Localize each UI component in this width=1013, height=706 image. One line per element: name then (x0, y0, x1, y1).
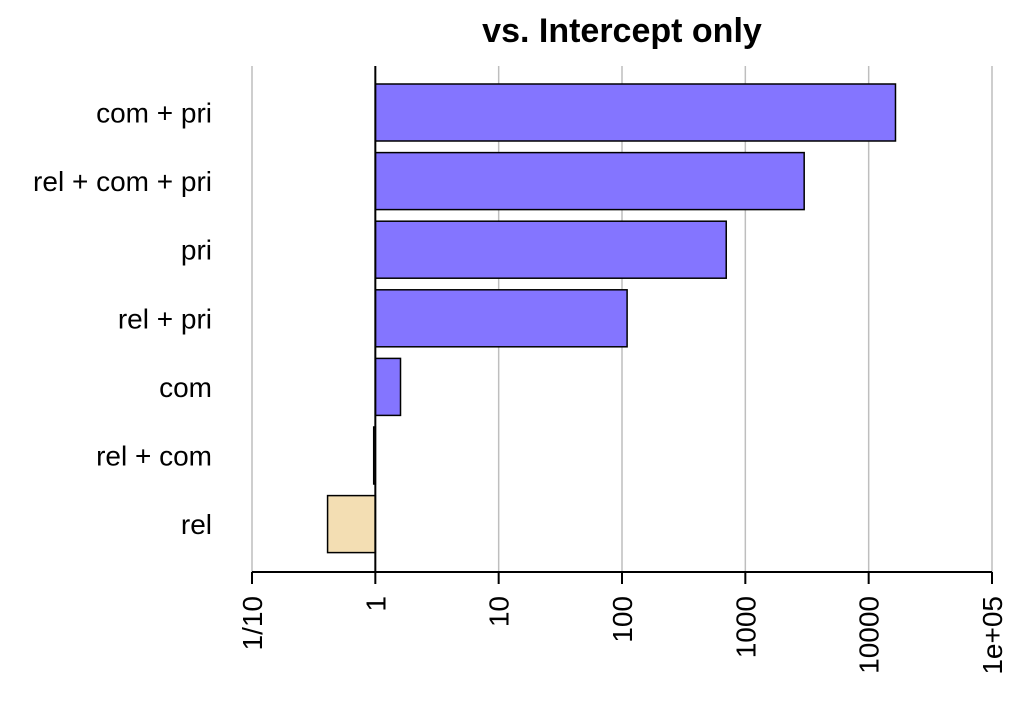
category-label: com (159, 372, 212, 403)
x-tick-label: 1000 (730, 596, 761, 658)
x-tick-label: 100 (607, 596, 638, 643)
x-axis: 1/10 1 10 100 1000 10000 1e+05 (237, 571, 1008, 675)
category-label: com + pri (96, 98, 212, 129)
category-label: pri (181, 235, 212, 266)
bar (374, 151, 805, 211)
x-tick-label: 10000 (854, 596, 885, 674)
category-label: rel + com + pri (33, 166, 212, 197)
category-label: rel + pri (118, 303, 212, 334)
x-tick-label: 1e+05 (977, 596, 1008, 675)
x-tick-label: 10 (484, 596, 515, 627)
bar (374, 289, 628, 348)
bar (374, 357, 402, 417)
category-label: rel + com (96, 441, 212, 472)
chart-title: vs. Intercept only (482, 12, 762, 50)
category-labels: com + pri rel + com + pri pri rel + pri com r… (33, 98, 212, 541)
bar (326, 494, 377, 554)
category-label: rel (181, 509, 212, 540)
bar (374, 220, 727, 279)
x-tick-label: 1 (360, 596, 391, 612)
x-tick-label: 1/10 (237, 596, 268, 651)
bars (326, 66, 897, 572)
bar (374, 83, 897, 142)
